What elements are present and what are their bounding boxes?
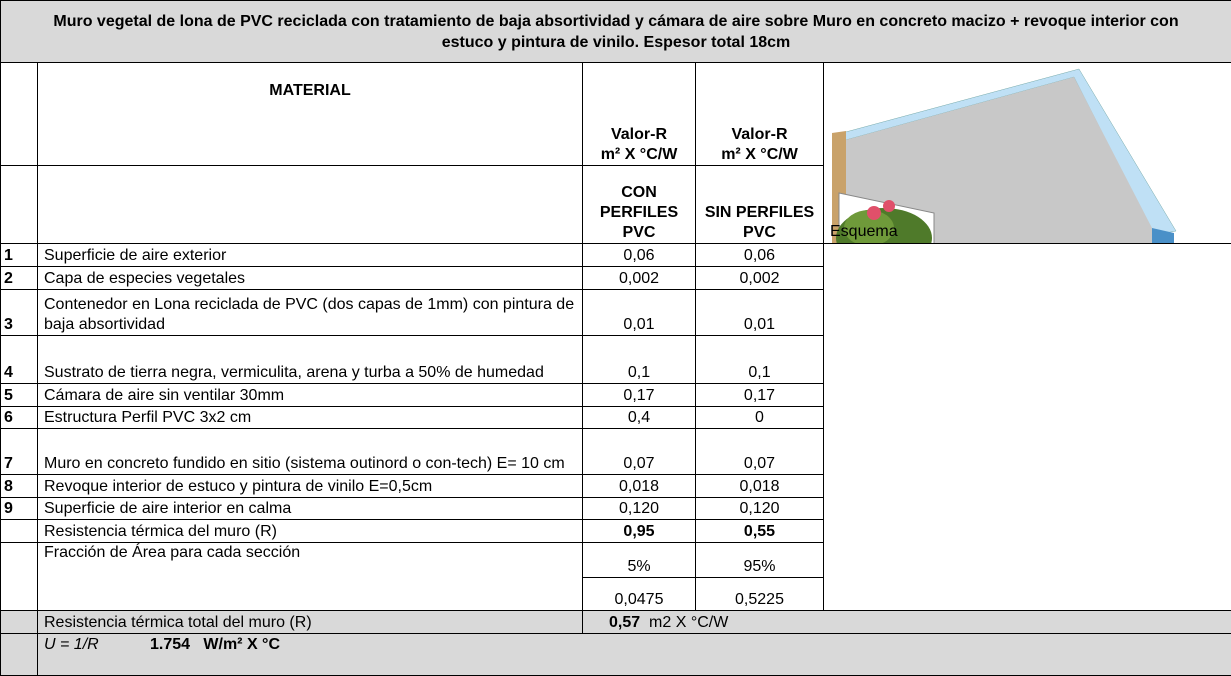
- material: Muro en concreto fundido en sitio (siste…: [38, 429, 583, 475]
- value-sin: 0: [696, 407, 824, 429]
- sin-header: SIN PERFILES PVC: [696, 166, 824, 244]
- row-number: 3: [1, 290, 38, 336]
- value-con: 0,06: [583, 244, 696, 267]
- material: Superficie de aire exterior: [38, 244, 583, 267]
- row-number: 4: [1, 336, 38, 384]
- u-unit: W/m² X °C: [203, 636, 280, 653]
- resistance-sin: 0,55: [696, 520, 824, 543]
- value-sin: 0,1: [696, 336, 824, 384]
- value-con: 0,4: [583, 407, 696, 429]
- weighted-sin: 0,5225: [696, 578, 824, 611]
- row-number: 6: [1, 407, 38, 429]
- material: Revoque interior de estuco y pintura de …: [38, 475, 583, 498]
- material: Cámara de aire sin ventilar 30mm: [38, 384, 583, 407]
- value-sin: 0,01: [696, 290, 824, 336]
- material-header: MATERIAL: [38, 63, 583, 166]
- fraction-label: Fracción de Área para cada sección: [38, 543, 583, 611]
- row-number: 1: [1, 244, 38, 267]
- value-con: 0,002: [583, 267, 696, 290]
- row-number: 2: [1, 267, 38, 290]
- value-con: 0,120: [583, 498, 696, 520]
- value-con: 0,018: [583, 475, 696, 498]
- scheme-label: Esquema: [830, 222, 898, 242]
- value-con: 0,07: [583, 429, 696, 475]
- u-label: U = 1/R: [44, 635, 150, 655]
- value-con: 0,1: [583, 336, 696, 384]
- valor-label: Valor-R: [702, 125, 817, 145]
- value-sin: 0,07: [696, 429, 824, 475]
- value-sin: 0,002: [696, 267, 824, 290]
- weighted-con: 0,0475: [583, 578, 696, 611]
- value-sin: 0,06: [696, 244, 824, 267]
- total-label: Resistencia térmica total del muro (R): [38, 611, 583, 634]
- valor-label: Valor-R: [589, 125, 689, 145]
- fraction-sin: 95%: [696, 543, 824, 578]
- material: Contenedor en Lona reciclada de PVC (dos…: [38, 290, 583, 336]
- material: Capa de especies vegetales: [38, 267, 583, 290]
- fraction-con: 5%: [583, 543, 696, 578]
- row-number: 5: [1, 384, 38, 407]
- value-sin: 0,018: [696, 475, 824, 498]
- title: Muro vegetal de lona de PVC reciclada co…: [1, 1, 1231, 63]
- value-con: 0,01: [583, 290, 696, 336]
- material: Estructura Perfil PVC 3x2 cm: [38, 407, 583, 429]
- total-value-cell: 0,57 m2 X °C/W: [583, 611, 1231, 634]
- con-header: CON PERFILES PVC: [583, 166, 696, 244]
- material: Sustrato de tierra negra, vermiculita, a…: [38, 336, 583, 384]
- material: Superficie de aire interior en calma: [38, 498, 583, 520]
- u-value: 1.754: [150, 636, 190, 653]
- value-sin: 0,120: [696, 498, 824, 520]
- resistance-label: Resistencia térmica del muro (R): [38, 520, 583, 543]
- value-sin: 0,17: [696, 384, 824, 407]
- value-con: 0,17: [583, 384, 696, 407]
- unit: m² X °C/W: [702, 145, 817, 165]
- row-number: 8: [1, 475, 38, 498]
- resistance-con: 0,95: [583, 520, 696, 543]
- total-value: 0,57: [609, 614, 640, 631]
- total-unit: m2 X °C/W: [649, 614, 728, 631]
- row-number: 9: [1, 498, 38, 520]
- row-number: 7: [1, 429, 38, 475]
- unit: m² X °C/W: [589, 145, 689, 165]
